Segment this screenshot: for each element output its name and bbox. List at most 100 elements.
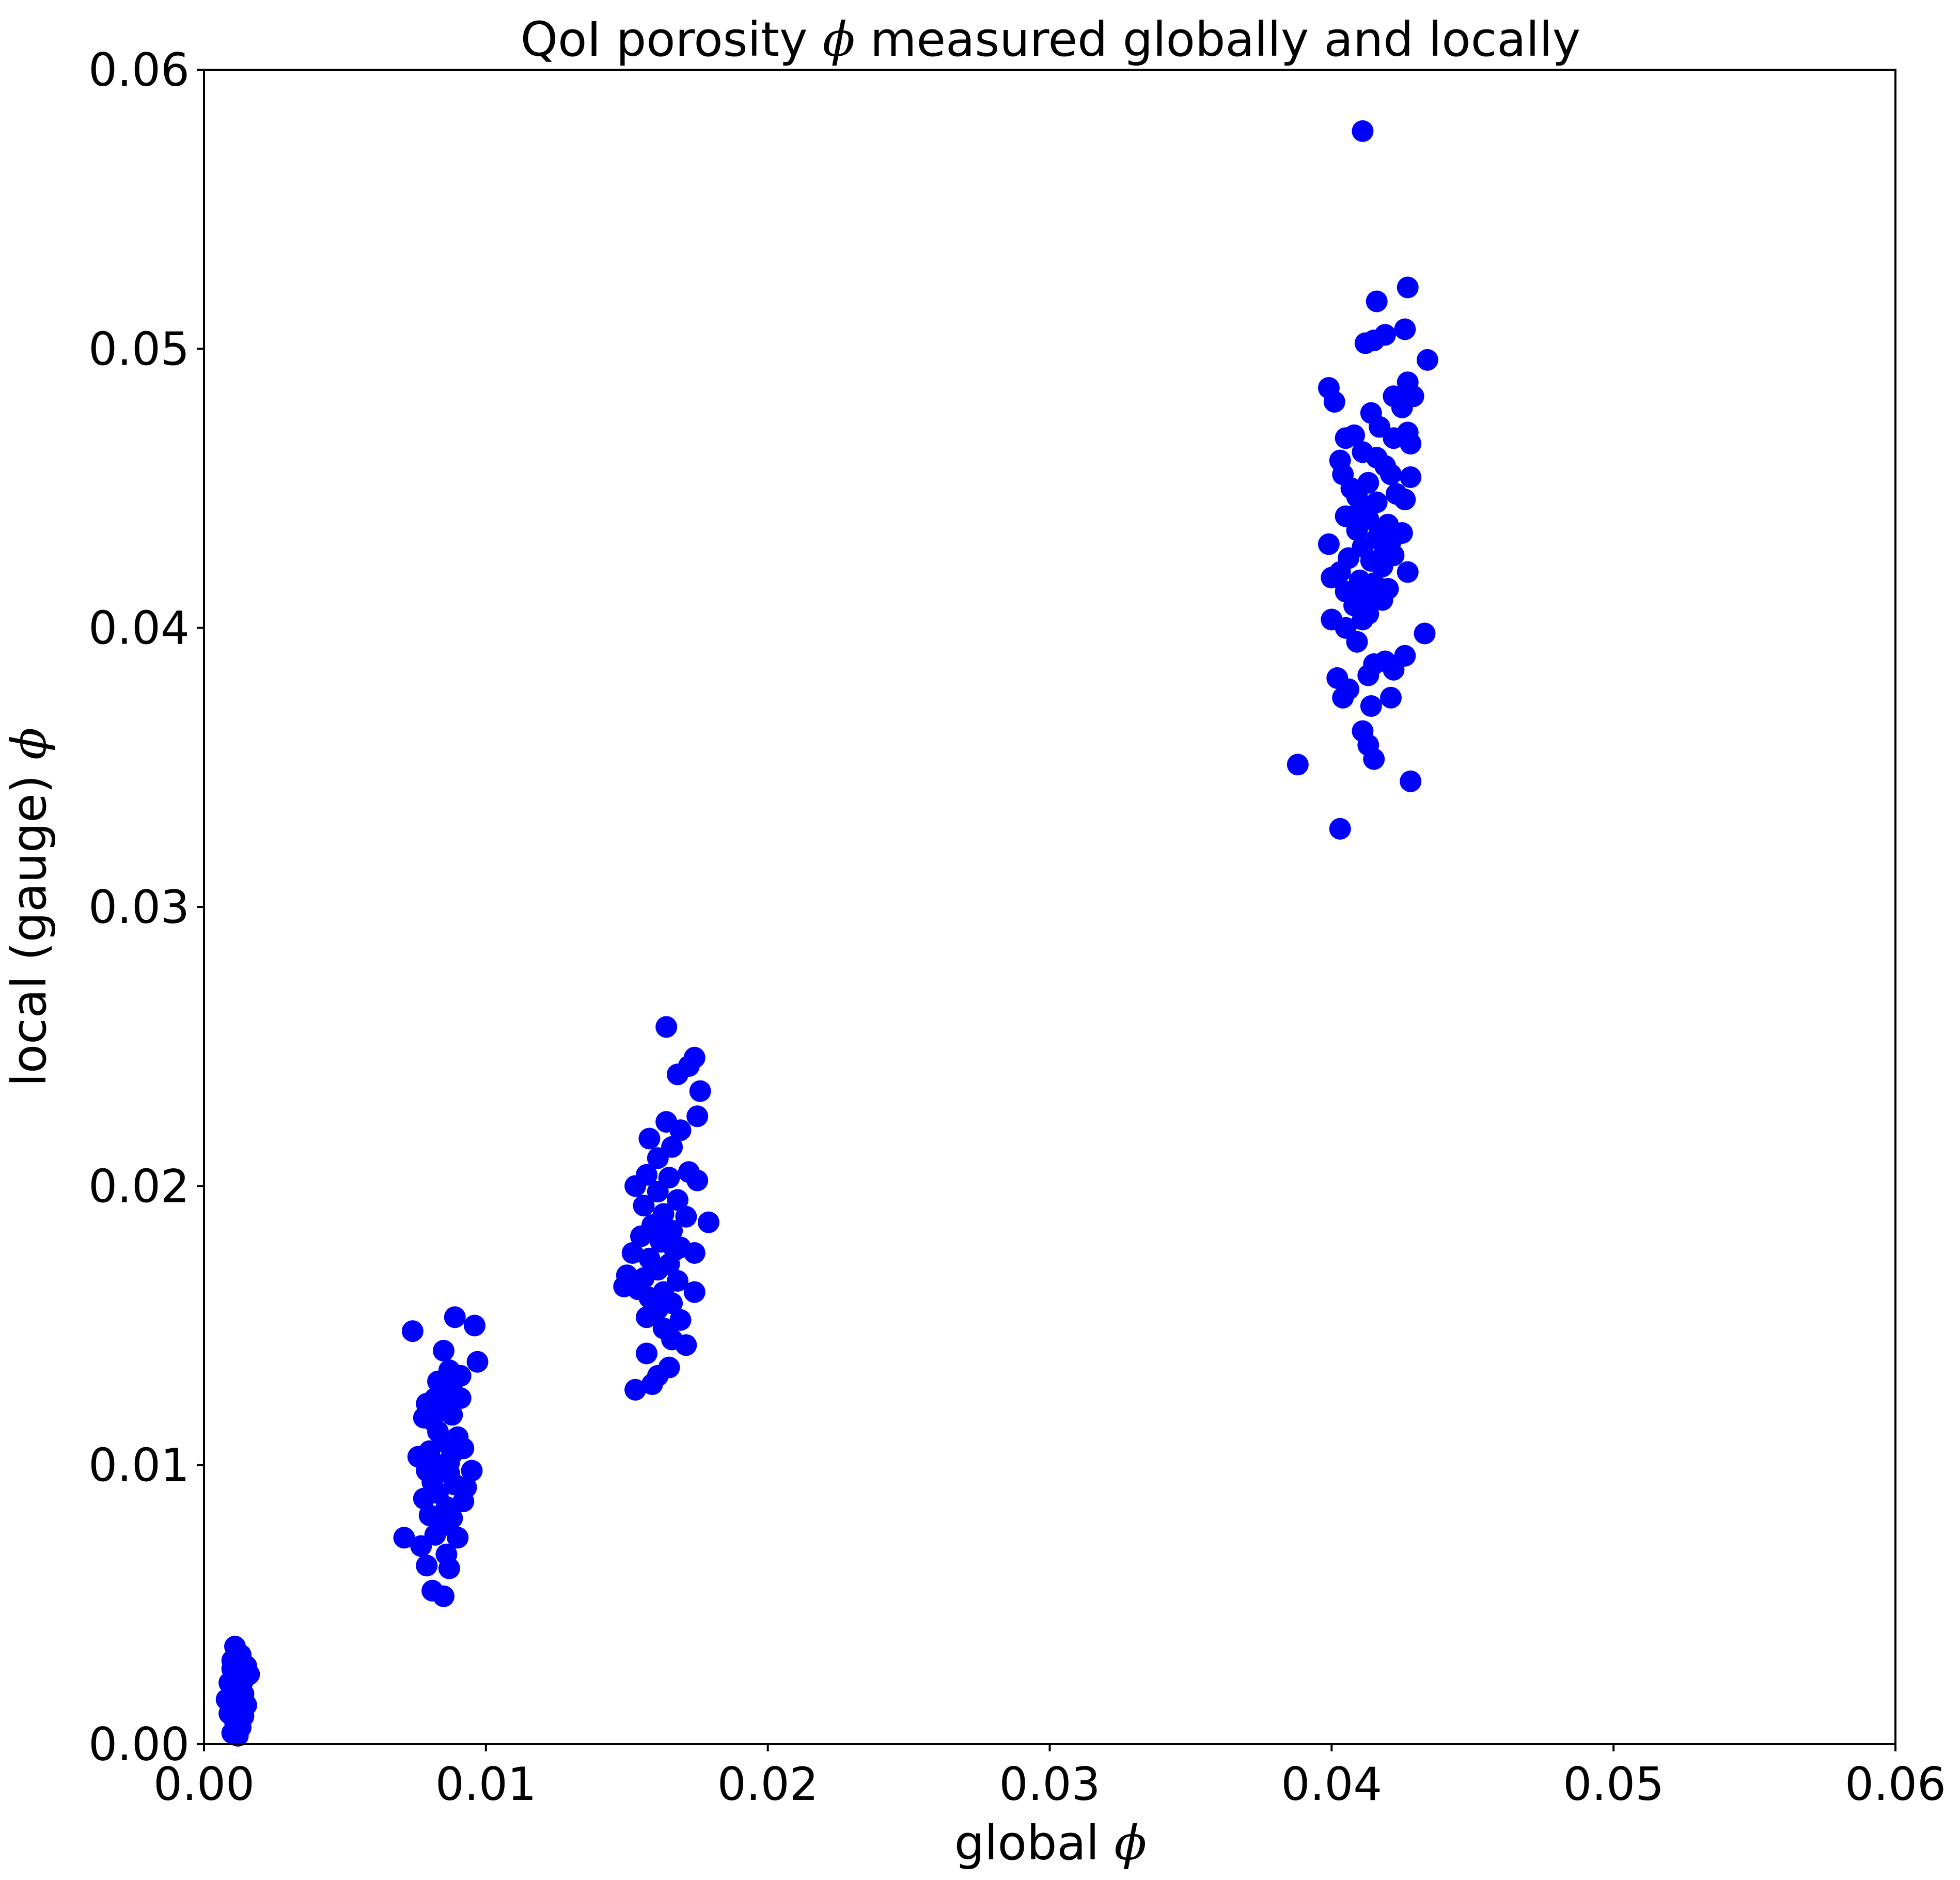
y-axis-phi-symbol: ϕ	[2, 727, 57, 760]
data-point	[438, 1451, 460, 1474]
data-point	[464, 1314, 485, 1337]
data-point	[438, 1557, 460, 1579]
data-point	[638, 1127, 661, 1150]
y-tick-label: 0.03	[88, 881, 190, 934]
data-point	[647, 1147, 669, 1169]
data-point	[1363, 748, 1385, 770]
data-point	[1346, 631, 1368, 653]
data-point	[1394, 489, 1416, 511]
title-phi-symbol: ϕ	[823, 12, 855, 67]
x-axis-ticks: 0.00 0.01 0.02 0.03 0.04 0.05 0.06	[153, 1744, 1946, 1811]
data-point	[1397, 276, 1419, 299]
data-point	[1380, 686, 1402, 709]
data-point	[664, 1239, 686, 1261]
data-point	[461, 1460, 483, 1482]
data-point	[444, 1306, 466, 1328]
x-axis-phi-symbol: ϕ	[1115, 1815, 1147, 1871]
chart-title: QoI porosity ϕ measured globally and loc…	[521, 12, 1581, 67]
data-point	[413, 1406, 435, 1429]
data-point	[624, 1378, 647, 1401]
y-axis-ticks: 0.00 0.01 0.02 0.03 0.04 0.05 0.06	[88, 43, 204, 1771]
x-axis-label: global ϕ	[954, 1815, 1147, 1871]
data-point	[1335, 427, 1357, 449]
data-point	[232, 1669, 255, 1691]
data-point	[675, 1205, 697, 1228]
data-point	[669, 1119, 692, 1141]
data-point	[647, 1181, 669, 1203]
data-point	[1287, 754, 1309, 776]
data-point	[1360, 695, 1382, 717]
data-point	[686, 1169, 709, 1192]
data-point	[413, 1487, 435, 1510]
data-point	[449, 1387, 472, 1409]
data-point	[1321, 567, 1343, 589]
data-point	[447, 1527, 469, 1549]
data-point	[1357, 664, 1379, 686]
data-point	[1380, 530, 1402, 553]
data-point	[416, 1555, 438, 1577]
x-tick-label: 0.06	[1845, 1758, 1946, 1811]
data-point	[689, 1080, 711, 1102]
data-point	[433, 1340, 454, 1362]
data-point	[1371, 555, 1393, 577]
data-point	[1383, 427, 1405, 449]
x-tick-label: 0.04	[1281, 1758, 1382, 1811]
data-point	[667, 1063, 688, 1086]
data-point	[1318, 533, 1340, 555]
data-point	[401, 1320, 424, 1342]
data-point	[433, 1585, 454, 1607]
data-point	[1332, 686, 1354, 709]
data-point	[1346, 485, 1368, 508]
data-point	[669, 1309, 692, 1331]
y-tick-label: 0.01	[88, 1439, 190, 1492]
data-point	[1400, 770, 1422, 792]
y-tick-label: 0.06	[88, 43, 190, 97]
data-point	[455, 1476, 477, 1498]
data-point	[1416, 349, 1438, 371]
data-point	[636, 1306, 657, 1328]
data-point	[636, 1342, 657, 1365]
y-tick-label: 0.05	[88, 322, 190, 375]
data-point	[466, 1351, 489, 1373]
data-point	[641, 1373, 663, 1395]
data-point	[621, 1242, 644, 1264]
x-tick-label: 0.05	[1563, 1758, 1664, 1811]
data-point	[452, 1437, 475, 1460]
data-point	[221, 1649, 243, 1671]
data-point	[667, 1189, 688, 1211]
data-point	[393, 1527, 415, 1549]
data-point	[655, 1016, 678, 1038]
x-tick-label: 0.00	[153, 1758, 255, 1811]
data-point	[1323, 391, 1345, 413]
data-point	[1352, 608, 1374, 631]
data-point	[1366, 491, 1388, 513]
data-point	[686, 1105, 709, 1127]
data-point	[430, 1376, 452, 1398]
data-point	[1397, 561, 1419, 583]
data-point	[1414, 622, 1436, 645]
data-point	[644, 1256, 666, 1278]
data-point	[675, 1334, 697, 1356]
data-point	[1400, 433, 1422, 455]
y-tick-label: 0.00	[88, 1718, 190, 1771]
data-point	[1394, 318, 1416, 340]
data-point	[630, 1225, 652, 1247]
data-point	[698, 1211, 719, 1233]
x-tick-label: 0.02	[717, 1758, 819, 1811]
data-point	[1383, 659, 1405, 681]
data-points	[215, 120, 1438, 1747]
data-point	[683, 1281, 705, 1303]
data-point	[1352, 120, 1374, 142]
data-point	[1400, 466, 1422, 488]
data-point	[1329, 818, 1351, 840]
data-point	[1380, 463, 1402, 485]
y-tick-label: 0.04	[88, 602, 190, 655]
data-point	[441, 1404, 463, 1426]
x-tick-label: 0.01	[435, 1758, 537, 1811]
data-point	[1391, 396, 1413, 418]
y-tick-label: 0.02	[88, 1160, 190, 1213]
data-point	[410, 1535, 432, 1557]
data-point	[1366, 290, 1388, 312]
